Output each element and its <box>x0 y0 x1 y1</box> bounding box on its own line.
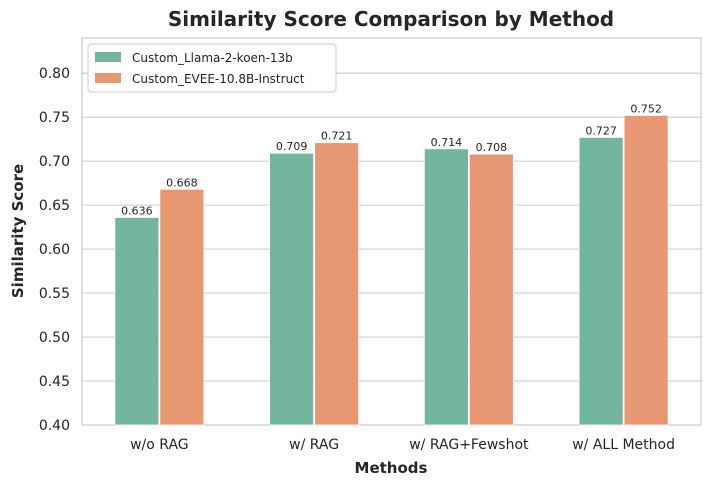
y-tick-label: 0.50 <box>39 330 70 346</box>
bar <box>159 188 205 426</box>
y-tick-label: 0.80 <box>39 66 70 82</box>
y-tick-label: 0.45 <box>39 374 70 390</box>
bar <box>468 153 514 426</box>
x-tick-label: w/o RAG <box>130 437 189 453</box>
bar <box>114 217 160 426</box>
bar-value-label: 0.752 <box>630 102 662 115</box>
y-tick-label: 0.55 <box>39 286 70 302</box>
x-tick-label: w/ ALL Method <box>572 437 675 453</box>
bar-value-labels: 0.636 0.668 0.709 0.721 0.714 0.708 0.727 0.752 <box>121 102 662 217</box>
chart-title: Similarity Score Comparison by Method <box>168 7 614 31</box>
y-axis-ticks: 0.40 0.45 0.50 0.55 0.60 0.65 0.70 0.75 0.80 <box>39 66 70 434</box>
x-axis-label: Methods <box>355 459 428 477</box>
bar-value-label: 0.708 <box>476 141 508 154</box>
legend-label-evee: Custom_EVEE-10.8B-Instruct <box>132 72 305 86</box>
y-tick-label: 0.65 <box>39 198 70 214</box>
bar-value-label: 0.714 <box>431 136 463 149</box>
y-tick-label: 0.70 <box>39 154 70 170</box>
x-tick-label: w/ RAG <box>289 437 339 453</box>
legend-box <box>87 43 337 93</box>
x-tick-label: w/ RAG+Fewshot <box>409 437 529 453</box>
bar-value-label: 0.636 <box>121 204 153 217</box>
bars <box>114 115 669 426</box>
y-tick-label: 0.60 <box>39 242 70 258</box>
bar-value-label: 0.727 <box>585 124 617 137</box>
legend: Custom_Llama-2-koen-13b Custom_EVEE-10.8… <box>87 43 337 93</box>
y-axis-label: Similarity Score <box>9 164 27 298</box>
bar <box>423 148 469 426</box>
bar-value-label: 0.709 <box>276 140 308 153</box>
bar <box>269 152 315 426</box>
legend-swatch-evee <box>95 73 121 83</box>
bar-value-label: 0.668 <box>166 176 198 189</box>
y-tick-label: 0.40 <box>39 418 70 434</box>
legend-swatch-llama <box>95 52 121 62</box>
legend-label-llama: Custom_Llama-2-koen-13b <box>132 51 293 65</box>
bar <box>578 136 624 426</box>
x-axis-ticks: w/o RAG w/ RAG w/ RAG+Fewshot w/ ALL Method <box>130 437 675 453</box>
y-tick-label: 0.75 <box>39 110 70 126</box>
bar <box>314 142 360 426</box>
bar <box>623 115 669 426</box>
bar-value-label: 0.721 <box>321 130 353 143</box>
